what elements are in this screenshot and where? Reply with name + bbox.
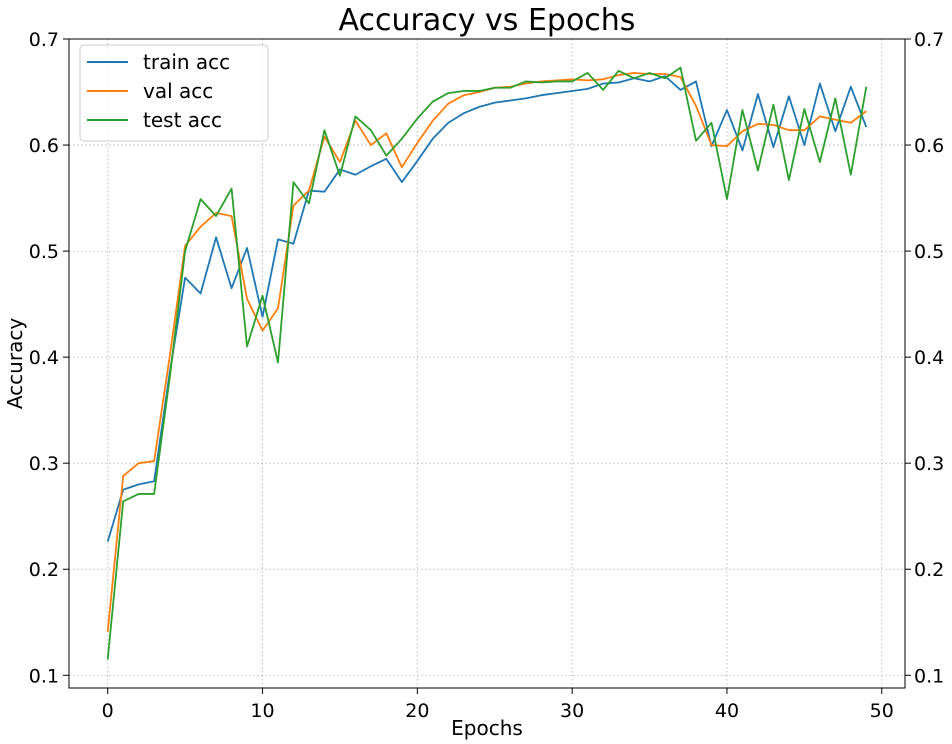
- x-tick-label: 40: [715, 700, 739, 722]
- y-axis-label: Accuracy: [3, 318, 27, 409]
- x-tick-label: 30: [560, 700, 584, 722]
- grid-lines: [69, 38, 905, 688]
- y-tick-label-left: 0.2: [29, 559, 59, 581]
- y-tick-label-right: 0.6: [914, 135, 944, 157]
- y-tick-label-left: 0.6: [29, 135, 59, 157]
- chart-title: Accuracy vs Epochs: [339, 3, 636, 38]
- legend-label-train-acc: train acc: [143, 50, 230, 74]
- series-layer: [106, 66, 868, 660]
- y-tick-label-left: 0.3: [29, 453, 59, 475]
- x-tick-label: 50: [870, 700, 894, 722]
- legend-label-val-acc: val acc: [143, 79, 213, 103]
- plot-frame: [68, 38, 906, 689]
- x-tick-label: 20: [405, 700, 429, 722]
- x-axis-label: Epochs: [451, 716, 523, 740]
- y-tick-label-left: 0.5: [29, 241, 59, 263]
- y-tick-label-right: 0.4: [914, 347, 944, 369]
- y-tick-label-right: 0.1: [914, 665, 944, 687]
- x-tick-label: 10: [250, 700, 274, 722]
- legend: train acc val acc test acc: [79, 44, 269, 142]
- y-tick-label-right: 0.2: [914, 559, 944, 581]
- y-tick-label-left: 0.1: [29, 665, 59, 687]
- y-tick-label-right: 0.5: [914, 241, 944, 263]
- legend-box: [79, 44, 269, 142]
- legend-label-test-acc: test acc: [143, 108, 222, 132]
- axis-ticks: 0 10 20 30 40 50 0.1 0.1 0.2 0.2 0.3 0.3 0.4 0.4 0.5 0.…: [29, 29, 944, 722]
- series-line-val-acc: [106, 72, 867, 632]
- x-tick-label: 0: [102, 700, 114, 722]
- series-line-test-acc: [106, 66, 868, 660]
- y-tick-label-right: 0.3: [914, 453, 944, 475]
- y-tick-label-right: 0.7: [914, 29, 944, 51]
- series-line-train-acc: [106, 75, 868, 542]
- y-tick-label-left: 0.4: [29, 347, 59, 369]
- y-tick-label-left: 0.7: [29, 29, 59, 51]
